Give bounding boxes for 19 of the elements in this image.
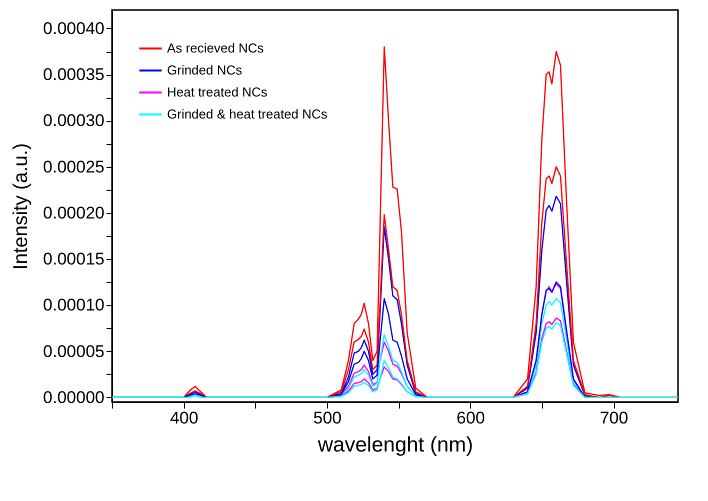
y-tick-label: 0.00030 — [43, 111, 104, 130]
x-tick-label: 500 — [313, 408, 342, 428]
x-tick-label: 600 — [456, 408, 485, 428]
legend-label: Heat treated NCs — [167, 84, 268, 100]
x-tick-label: 700 — [600, 408, 628, 428]
y-tick-label: 0.00005 — [43, 342, 104, 361]
y-tick-label: 0.00010 — [43, 296, 104, 315]
x-tick-label: 400 — [170, 408, 198, 428]
y-tick-label: 0.00015 — [43, 250, 104, 269]
x-axis-title: wavelenght (nm) — [316, 434, 474, 456]
y-tick-label: 0.00000 — [43, 388, 104, 407]
y-tick-label: 0.00035 — [43, 65, 104, 84]
legend-label: Grinded & heat treated NCs — [167, 106, 328, 122]
y-axis-title: Intensity (a.u.) — [10, 143, 32, 270]
legend-label: As recieved NCs — [167, 40, 264, 56]
y-tick-label: 0.00020 — [43, 203, 104, 222]
legend-label: Grinded NCs — [167, 62, 243, 78]
y-tick-label: 0.00025 — [43, 157, 104, 176]
y-tick-label: 0.00040 — [43, 18, 104, 38]
